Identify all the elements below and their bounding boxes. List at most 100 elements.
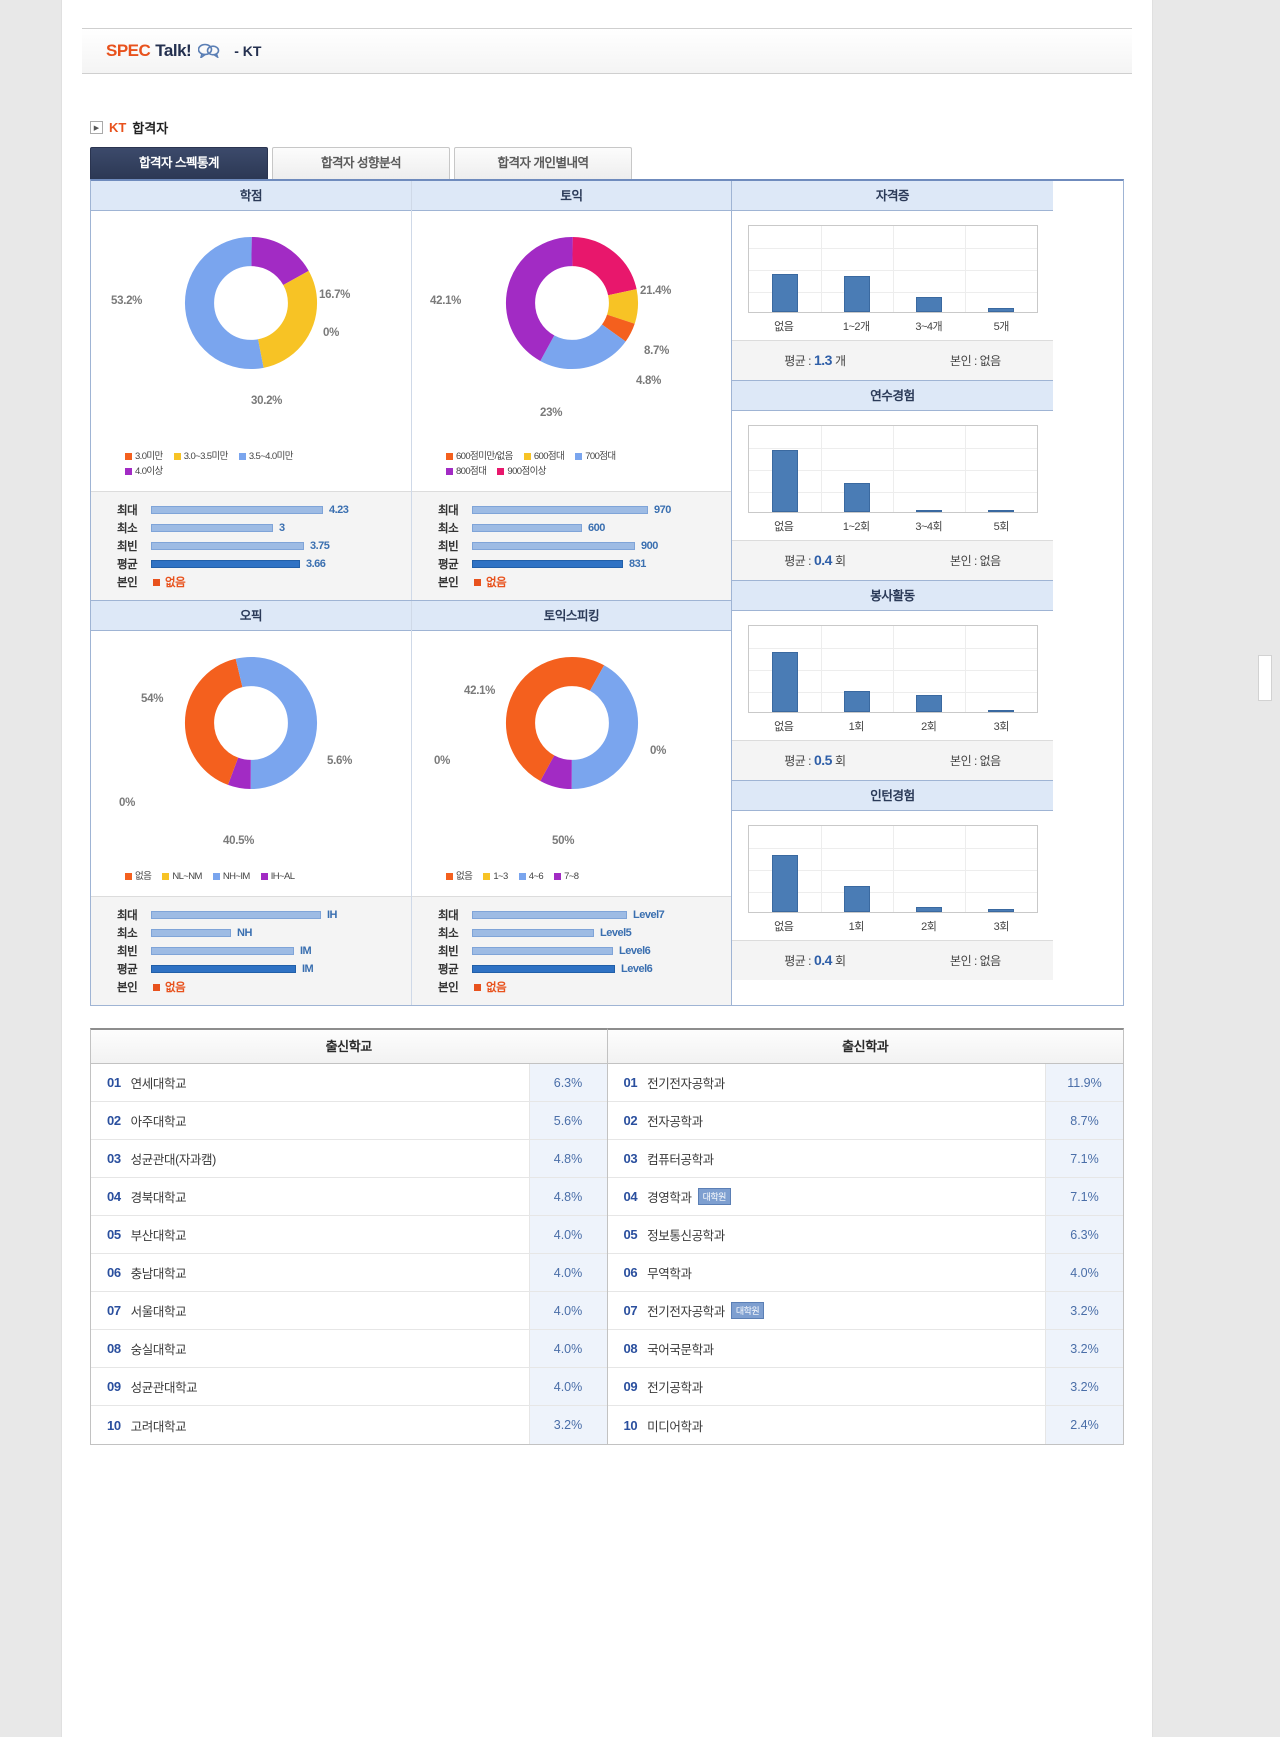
row-rank: 09 xyxy=(107,1379,121,1394)
row-name: 02 아주대학교 xyxy=(91,1111,529,1130)
stat-row: 최빈 900 xyxy=(438,537,731,555)
scrollbar-thumb[interactable] xyxy=(1258,655,1272,701)
stat-key: 최대 xyxy=(117,910,138,922)
table-row[interactable]: 05 정보통신공학과 6.3% xyxy=(607,1216,1123,1254)
legend-swatch-icon xyxy=(238,453,246,460)
table-row[interactable]: 09 전기공학과 3.2% xyxy=(607,1368,1123,1406)
opic-label-40: 40.5% xyxy=(223,835,255,847)
table-row[interactable]: 07 전기전자공학과 대학원 3.2% xyxy=(607,1292,1123,1330)
legend-item: 1~3 xyxy=(483,869,508,884)
tab-tendency-analysis[interactable]: 합격자 성향분석 xyxy=(272,147,450,179)
stat-row-self: 본인 없음 xyxy=(438,573,731,591)
stat-row-self: 본인 없음 xyxy=(117,978,411,996)
stat-row: 최빈 Level6 xyxy=(438,942,731,960)
table-row[interactable]: 02 전자공학과 8.7% xyxy=(607,1102,1123,1140)
table-row[interactable]: 04 경북대학교 4.8% xyxy=(91,1178,607,1216)
table-schools-body: 01 연세대학교 6.3% 02 아주대학교 5.6% 03 성균관대(자과캠) 4.8% … xyxy=(91,1064,607,1444)
table-row[interactable]: 01 연세대학교 6.3% xyxy=(91,1064,607,1102)
stat-bar xyxy=(472,965,615,973)
row-label: 전기전자공학과 xyxy=(647,1077,725,1091)
table-row[interactable]: 08 국어국문학과 3.2% xyxy=(607,1330,1123,1368)
table-row[interactable]: 09 성균관대학교 4.0% xyxy=(91,1368,607,1406)
legend-label: 3.5~4.0미만 xyxy=(248,451,294,462)
table-row[interactable]: 03 컴퓨터공학과 7.1% xyxy=(607,1140,1123,1178)
gridline xyxy=(820,626,822,712)
legend-label: 800점대 xyxy=(456,466,487,477)
gridline xyxy=(964,626,966,712)
x-tick: 없음 xyxy=(774,321,794,333)
table-row[interactable]: 10 미디어학과 2.4% xyxy=(608,1406,1123,1444)
row-name: 02 전자공학과 xyxy=(608,1111,1046,1130)
table-row[interactable]: 08 숭실대학교 4.0% xyxy=(91,1330,607,1368)
toeic-label-4: 4.8% xyxy=(636,375,662,387)
row-label: 연세대학교 xyxy=(130,1077,187,1091)
toeic-speaking-legend: 없음 1~3 4~6 7~8 xyxy=(412,865,731,892)
self-label: 본인 : xyxy=(950,354,977,368)
brand-talk-text: Talk! xyxy=(155,41,192,60)
gpa-stats: 최대 4.23 최소 3 최빈 3.75 평균 3.66 본인 없음 xyxy=(91,491,411,600)
bar xyxy=(843,886,870,912)
stat-key: 최소 xyxy=(438,523,459,535)
stat-row: 최소 600 xyxy=(438,519,731,537)
self-value: 없음 xyxy=(979,554,1002,568)
legend-label: 600점대 xyxy=(533,451,565,462)
stat-key: 평균 xyxy=(117,964,138,976)
row-rank: 01 xyxy=(107,1075,121,1090)
table-row[interactable]: 05 부산대학교 4.0% xyxy=(91,1216,607,1254)
row-percent: 4.0% xyxy=(528,1216,607,1253)
page-title-text: 합격자 xyxy=(132,121,169,136)
row-label: 전자공학과 xyxy=(647,1115,703,1129)
legend-item: 없음 xyxy=(125,869,152,884)
stat-key: 본인 xyxy=(117,982,138,994)
panel-toeic: 토익 42.1% 21.4% 8.7% xyxy=(411,181,731,600)
stat-value: Level6 xyxy=(619,945,651,957)
tab-spec-statistics[interactable]: 합격자 스펙통계 xyxy=(90,147,268,179)
legend-item: 600점대 xyxy=(523,449,565,464)
tab-individual-records[interactable]: 합격자 개인별내역 xyxy=(454,147,632,179)
donut-charts-column: 학점 53.2% 16.7% 0% 30.2% xyxy=(91,181,731,1005)
table-row[interactable]: 04 경영학과 대학원 7.1% xyxy=(607,1178,1123,1216)
avg-value: 1.3 xyxy=(814,352,832,368)
row-percent: 4.8% xyxy=(528,1178,607,1215)
avg-unit: 회 xyxy=(834,554,846,568)
table-row[interactable]: 01 전기전자공학과 11.9% xyxy=(607,1064,1123,1102)
self-stat: 본인 : 없음 xyxy=(950,352,1001,369)
stat-value: 3.75 xyxy=(310,540,330,552)
table-row[interactable]: 02 아주대학교 5.6% xyxy=(91,1102,607,1140)
row-rank: 03 xyxy=(107,1151,121,1166)
row-percent: 3.2% xyxy=(1045,1330,1123,1367)
stat-row: 최빈 3.75 xyxy=(117,537,411,555)
brand-spec-text: SPEC xyxy=(106,41,151,60)
row-rank: 03 xyxy=(623,1151,638,1166)
legend-label: 없음 xyxy=(135,871,152,882)
stat-row: 최대 Level7 xyxy=(438,906,731,924)
table-row[interactable]: 03 성균관대(자과캠) 4.8% xyxy=(91,1140,607,1178)
table-row[interactable]: 06 충남대학교 4.0% xyxy=(91,1254,607,1292)
self-stat: 본인 : 없음 xyxy=(950,752,1001,769)
avg-value: 0.5 xyxy=(814,752,832,768)
stat-key: 최빈 xyxy=(117,946,138,958)
donut-row-1: 학점 53.2% 16.7% 0% 30.2% xyxy=(91,181,731,600)
stat-value: IM xyxy=(300,945,312,957)
gridline xyxy=(892,626,894,712)
row-percent: 2.4% xyxy=(1045,1406,1123,1444)
stat-value: Level6 xyxy=(621,963,653,975)
table-row[interactable]: 10 고려대학교 3.2% xyxy=(91,1406,607,1444)
gpa-label-16: 16.7% xyxy=(319,289,351,301)
stat-bar xyxy=(151,524,273,532)
row-label: 서울대학교 xyxy=(130,1305,187,1319)
row-rank: 02 xyxy=(623,1113,638,1128)
row-percent: 3.2% xyxy=(528,1406,607,1444)
bar xyxy=(771,651,798,712)
spec-dashboard: 학점 53.2% 16.7% 0% 30.2% xyxy=(90,179,1124,1006)
table-row[interactable]: 07 서울대학교 4.0% xyxy=(91,1292,607,1330)
toeic-label-21: 21.4% xyxy=(640,285,672,297)
bar xyxy=(771,450,798,512)
row-name: 06 무역학과 xyxy=(608,1263,1046,1282)
stat-row: 평균 IM xyxy=(117,960,411,978)
table-row[interactable]: 06 무역학과 4.0% xyxy=(607,1254,1123,1292)
legend-item: 3.0~3.5미만 xyxy=(173,449,228,464)
self-value: 없음 xyxy=(486,982,507,994)
opic-donut-chart: 54% 5.6% 0% 40.5% xyxy=(91,637,411,865)
graduate-school-badge: 대학원 xyxy=(697,1188,731,1205)
